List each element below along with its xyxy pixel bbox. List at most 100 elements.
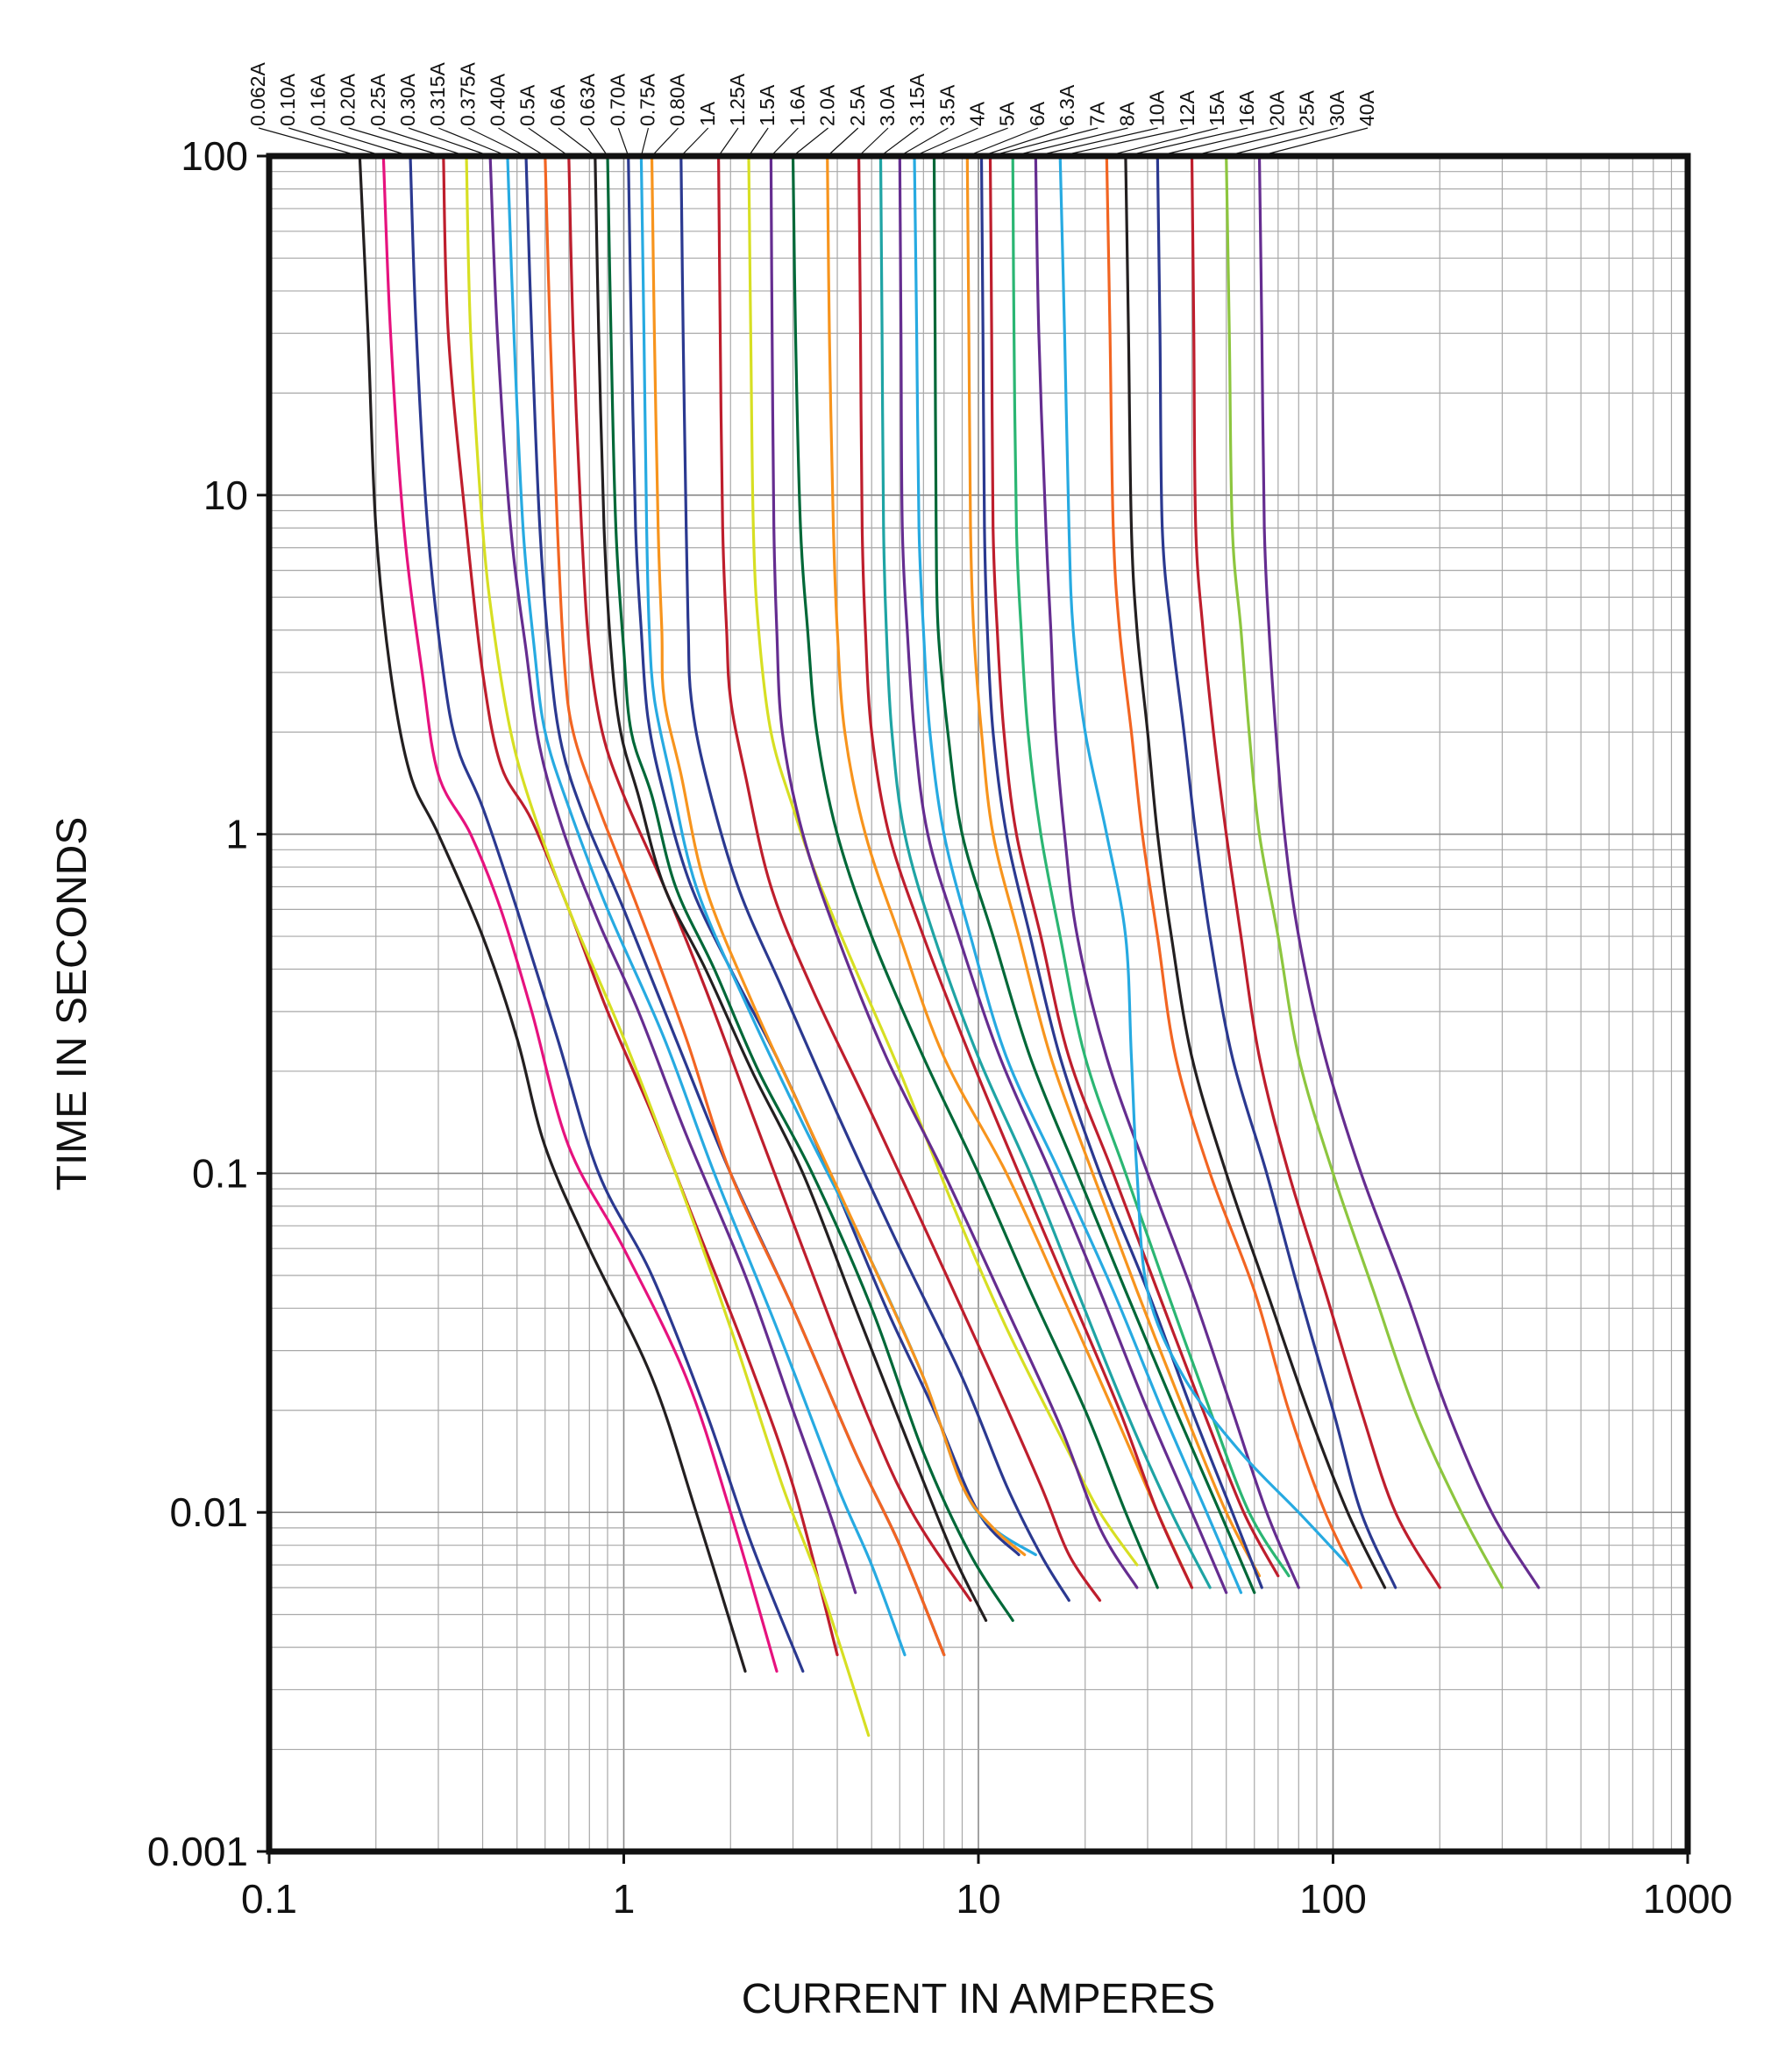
y-tick-label: 10	[203, 473, 248, 518]
rating-label-0.20A: 0.20A	[337, 73, 359, 126]
rating-label-5A: 5A	[996, 101, 1019, 126]
y-tick-label: 0.01	[169, 1489, 248, 1535]
x-tick-label: 1000	[1643, 1876, 1732, 1922]
curve-3.0A	[857, 154, 1194, 1589]
y-tick-label: 0.1	[192, 1150, 248, 1196]
rating-leader-line	[1106, 127, 1219, 157]
rating-label-1.25A: 1.25A	[726, 73, 749, 126]
curve-25A	[1190, 154, 1441, 1589]
rating-label-8A: 8A	[1116, 101, 1139, 126]
curve-0.40A	[544, 154, 946, 1657]
curves-layer	[358, 154, 1540, 1738]
rating-leader-line	[748, 127, 769, 157]
curve-0.80A	[650, 154, 1027, 1557]
curve-30A	[1225, 154, 1504, 1589]
x-tick-label: 1	[613, 1876, 636, 1922]
curve-10A	[1034, 154, 1300, 1589]
rating-leader-line	[914, 127, 978, 157]
rating-leader-line	[528, 127, 570, 157]
curve-1.6A	[769, 154, 1139, 1589]
rating-leader-line	[1191, 127, 1308, 157]
x-tick-label: 10	[956, 1876, 1000, 1922]
rating-leader-line	[967, 127, 1039, 157]
rating-label-0.6A: 0.6A	[546, 84, 569, 126]
rating-leader-line	[990, 127, 1099, 157]
rating-leader-line	[1125, 127, 1248, 157]
rating-label-20A: 20A	[1265, 89, 1288, 126]
rating-label-0.25A: 0.25A	[366, 73, 389, 126]
rating-leader-line	[1259, 127, 1369, 157]
curve-5A	[932, 154, 1256, 1595]
rating-label-4A: 4A	[966, 101, 989, 126]
rating-label-0.315A: 0.315A	[426, 61, 449, 126]
curve-3.5A	[898, 154, 1228, 1595]
rating-label-6.3A: 6.3A	[1056, 84, 1078, 126]
rating-leader-line	[468, 127, 527, 157]
rating-labels-layer: 0.062A 0.10A 0.16A 0.20A 0.25A 0.30A 0.315A 0.3…	[246, 61, 1378, 157]
curve-7A	[988, 154, 1280, 1578]
curve-16A	[1124, 154, 1387, 1589]
rating-leader-line	[408, 127, 491, 157]
rating-leader-line	[934, 127, 1008, 157]
rating-label-0.16A: 0.16A	[306, 73, 329, 126]
y-axis-tick-labels: 100 10 1 0.1 0.01 0.001	[147, 133, 269, 1874]
rating-leader-line	[1157, 127, 1278, 157]
rating-leader-line	[680, 127, 709, 157]
rating-leader-line	[899, 127, 949, 157]
rating-leader-line	[827, 127, 859, 157]
x-axis-tick-labels: 0.1 1 10 100 1000	[241, 1851, 1732, 1922]
rating-label-2.5A: 2.5A	[846, 84, 869, 126]
curve-6.3A	[979, 154, 1263, 1589]
rating-leader-line	[437, 127, 508, 157]
rating-label-3.5A: 3.5A	[935, 84, 958, 126]
rating-leader-line	[651, 127, 679, 157]
rating-leader-line	[587, 127, 608, 157]
curve-0.6A	[594, 154, 988, 1623]
x-tick-label: 100	[1299, 1876, 1367, 1922]
rating-leader-line	[1226, 127, 1338, 157]
curve-0.062A	[358, 154, 747, 1673]
rating-leader-line	[880, 127, 919, 157]
curve-1.25A	[717, 154, 1102, 1603]
rating-leader-line	[858, 127, 889, 157]
rating-leader-line	[288, 127, 384, 157]
curve-40A	[1257, 154, 1540, 1589]
rating-leader-line	[498, 127, 546, 157]
rating-label-3.0A: 3.0A	[876, 84, 899, 126]
rating-leader-line	[258, 127, 360, 157]
rating-leader-line	[1013, 127, 1128, 157]
rating-label-10A: 10A	[1146, 89, 1169, 126]
rating-label-1.5A: 1.5A	[756, 84, 779, 126]
x-tick-label: 0.1	[241, 1876, 297, 1922]
rating-label-16A: 16A	[1235, 89, 1258, 126]
curve-2.5A	[826, 154, 1194, 1589]
rating-leader-line	[378, 127, 467, 157]
rating-label-7A: 7A	[1085, 101, 1108, 126]
rating-leader-line	[770, 127, 799, 157]
rating-label-2.0A: 2.0A	[816, 84, 839, 126]
curve-0.315A	[506, 154, 907, 1657]
curve-0.16A	[409, 154, 805, 1673]
rating-label-0.375A: 0.375A	[456, 61, 479, 126]
rating-leader-line	[793, 127, 828, 157]
rating-label-0.40A: 0.40A	[487, 73, 509, 126]
rating-label-15A: 15A	[1205, 89, 1228, 126]
rating-leader-line	[1060, 127, 1189, 157]
rating-leader-line	[617, 127, 629, 157]
curve-0.30A	[488, 154, 857, 1595]
rating-label-12A: 12A	[1176, 89, 1198, 126]
curve-3.15A	[878, 154, 1212, 1589]
curve-1.5A	[747, 154, 1139, 1567]
curve-0.25A	[465, 154, 871, 1738]
rating-label-0.30A: 0.30A	[396, 73, 419, 126]
curve-20A	[1156, 154, 1397, 1589]
curve-8A	[1011, 154, 1291, 1578]
rating-label-0.75A: 0.75A	[636, 73, 659, 126]
rating-label-0.10A: 0.10A	[276, 73, 299, 126]
rating-leader-line	[718, 127, 739, 157]
x-axis-title: CURRENT IN AMPERES	[742, 1976, 1216, 2022]
curve-0.10A	[381, 154, 779, 1673]
curve-2.0A	[791, 154, 1159, 1589]
curve-0.63A	[606, 154, 1014, 1623]
